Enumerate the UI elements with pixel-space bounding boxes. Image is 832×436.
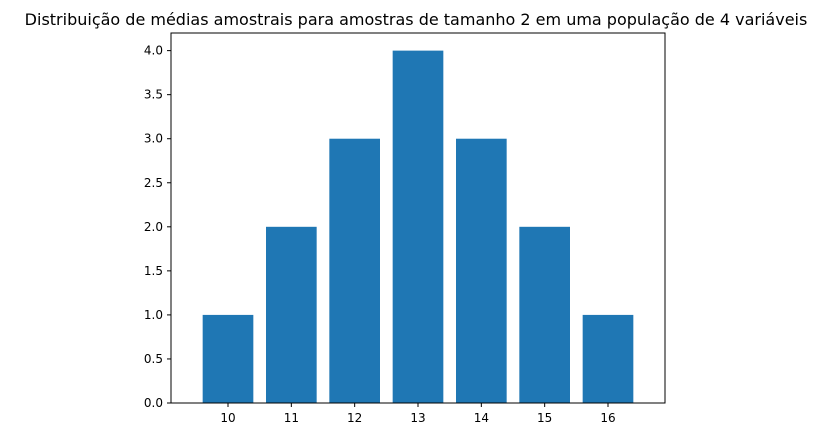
x-tick-label: 13 — [410, 411, 425, 425]
y-axis: 0.0 0.5 1.0 1.5 2.0 2.5 3.0 3.5 4.0 — [144, 44, 171, 410]
bar-13 — [393, 51, 444, 403]
chart-title: Distribuição de médias amostrais para am… — [25, 10, 808, 29]
y-tick-label: 1.0 — [144, 308, 163, 322]
y-tick-label: 2.5 — [144, 176, 163, 190]
bar-10 — [203, 315, 254, 403]
bar-11 — [266, 227, 317, 403]
y-tick-label: 3.0 — [144, 132, 163, 146]
x-tick-label: 12 — [347, 411, 362, 425]
y-tick-label: 0.5 — [144, 352, 163, 366]
bar-15 — [519, 227, 570, 403]
bar-12 — [329, 139, 380, 403]
x-tick-label: 10 — [220, 411, 235, 425]
x-tick-label: 16 — [600, 411, 615, 425]
x-axis: 10 11 12 13 14 15 16 — [220, 403, 615, 425]
y-tick-label: 4.0 — [144, 44, 163, 58]
y-tick-label: 1.5 — [144, 264, 163, 278]
y-tick-label: 3.5 — [144, 88, 163, 102]
bar-16 — [583, 315, 634, 403]
bar-14 — [456, 139, 507, 403]
bars-group — [203, 51, 634, 403]
x-tick-label: 14 — [474, 411, 489, 425]
x-tick-label: 11 — [284, 411, 299, 425]
x-tick-label: 15 — [537, 411, 552, 425]
y-tick-label: 2.0 — [144, 220, 163, 234]
y-tick-label: 0.0 — [144, 396, 163, 410]
